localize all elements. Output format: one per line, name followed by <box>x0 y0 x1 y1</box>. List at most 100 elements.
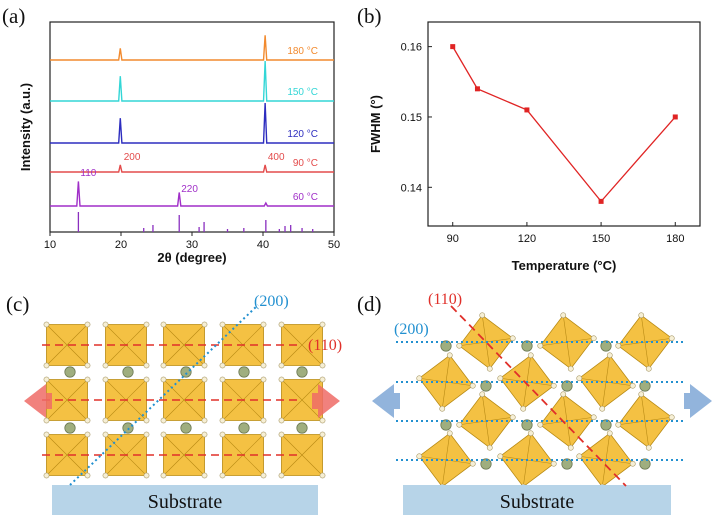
cation-c-1-3 <box>238 422 250 434</box>
plane-200-label-d: (200) <box>394 321 429 338</box>
octahedron-d-2-2 <box>615 391 675 451</box>
anion-atom <box>638 312 645 319</box>
octahedron-c-0-0 <box>43 321 91 369</box>
octahedron-c-1-0 <box>43 376 91 424</box>
anion-atom <box>160 376 167 383</box>
series-line-0 <box>50 35 334 61</box>
anion-atom <box>319 321 326 328</box>
anion-atom <box>606 430 613 437</box>
anion-atom <box>143 431 150 438</box>
x-tick-label-b-1: 120 <box>518 233 536 245</box>
anion-atom <box>590 414 597 421</box>
anion-atom <box>43 472 50 479</box>
cation-c-1-0 <box>64 422 76 434</box>
anion-atom <box>486 444 493 451</box>
octahedron-edge <box>163 324 205 366</box>
anion-atom <box>479 312 486 319</box>
anion-atom <box>143 376 150 383</box>
cation-c-0-2 <box>180 366 192 378</box>
anion-atom <box>537 421 544 428</box>
x-tick-label-a-4: 50 <box>328 239 340 251</box>
x-tick-label-b-2: 150 <box>592 233 610 245</box>
anion-atom <box>84 321 91 328</box>
anion-atom <box>143 362 150 369</box>
series-line-3 <box>50 164 334 173</box>
y-axis-label-b: FWHM (°) <box>368 95 383 153</box>
y-axis-label-a: Intensity (a.u.) <box>18 83 33 171</box>
x-tick-label-a-1: 20 <box>115 239 127 251</box>
cation-d-0-0 <box>440 340 452 352</box>
data-point-2 <box>524 107 530 113</box>
x-tick-label-b-0: 90 <box>447 233 459 245</box>
panel-label-a: (a) <box>2 4 26 28</box>
anion-atom <box>219 362 226 369</box>
anion-atom <box>509 414 516 421</box>
legend-label-2: 120 °C <box>287 129 318 140</box>
anion-atom <box>260 362 267 369</box>
octahedron-c-2-0 <box>43 431 91 479</box>
substrate-label-c: Substrate <box>148 491 223 513</box>
legend-label-3: 90 °C <box>293 158 318 169</box>
anion-atom <box>278 472 285 479</box>
anion-atom <box>84 431 91 438</box>
plane-110-label-c: (110) <box>308 337 342 354</box>
anion-atom <box>84 472 91 479</box>
anion-atom <box>668 414 675 421</box>
peak-label-0: 200 <box>124 152 141 163</box>
cation-d-2-0 <box>440 419 452 431</box>
panel-label-d: (d) <box>357 292 382 316</box>
anion-atom <box>509 335 516 342</box>
y-tick-label-b-0: 0.14 <box>401 182 422 194</box>
panel-label-b: (b) <box>357 4 382 28</box>
anion-atom <box>43 321 50 328</box>
anion-atom <box>219 417 226 424</box>
anion-atom <box>84 362 91 369</box>
x-axis-label-b: Temperature (°C) <box>512 258 617 273</box>
anion-atom <box>102 431 109 438</box>
strain-arrow-right-c <box>312 384 340 418</box>
anion-atom <box>219 321 226 328</box>
y-tick-label-b-2: 0.16 <box>401 42 422 54</box>
anion-atom <box>143 472 150 479</box>
anion-atom <box>456 421 463 428</box>
anion-atom <box>84 417 91 424</box>
anion-atom <box>629 382 636 389</box>
octahedron-edge <box>640 394 650 448</box>
anion-atom <box>102 472 109 479</box>
octahedron-edge <box>46 434 88 476</box>
anion-atom <box>143 417 150 424</box>
anion-atom <box>160 417 167 424</box>
anion-atom <box>201 431 208 438</box>
strain-arrow-left-d <box>372 384 400 418</box>
data-point-3 <box>598 198 604 204</box>
anion-atom <box>201 417 208 424</box>
anion-atom <box>43 431 50 438</box>
x-tick-label-b-3: 180 <box>666 233 684 245</box>
cation-c-0-1 <box>122 366 134 378</box>
panel-label-c: (c) <box>6 292 30 316</box>
legend-label-1: 150 °C <box>287 87 318 98</box>
legend-label-0: 180 °C <box>287 46 318 57</box>
series-line-1 <box>50 60 334 102</box>
substrate-c <box>52 485 318 515</box>
plane-200-c <box>69 304 259 486</box>
anion-atom <box>638 391 645 398</box>
anion-atom <box>550 382 557 389</box>
substrate-d <box>403 485 671 515</box>
anion-atom <box>201 321 208 328</box>
anion-atom <box>102 417 109 424</box>
x-tick-label-a-2: 30 <box>186 239 198 251</box>
anion-atom <box>160 362 167 369</box>
cation-d-0-1 <box>521 340 533 352</box>
anion-atom <box>160 321 167 328</box>
anion-atom <box>43 376 50 383</box>
cation-d-1-0 <box>480 380 492 392</box>
octahedron-c-2-2 <box>160 431 208 479</box>
x-tick-label-a-3: 40 <box>257 239 269 251</box>
anion-atom <box>560 391 567 398</box>
peak-label-1: 400 <box>268 152 285 163</box>
anion-atom <box>416 453 423 460</box>
cation-d-0-2 <box>600 340 612 352</box>
